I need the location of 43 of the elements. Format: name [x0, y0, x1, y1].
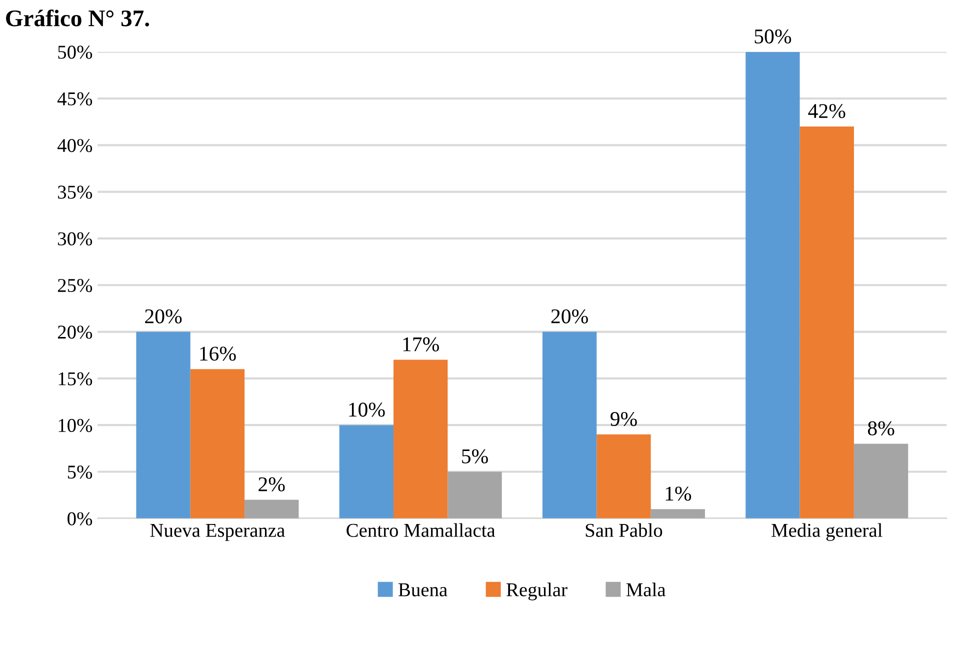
- x-tick-label: Media general: [772, 523, 882, 541]
- bar: [542, 332, 597, 518]
- bar: [746, 52, 800, 518]
- text: 20%: [145, 309, 182, 324]
- bar: [650, 509, 705, 518]
- y-tick-label: 30%: [58, 232, 92, 246]
- chart-title: Gráfico N° 37.: [6, 9, 150, 26]
- text: 2%: [258, 477, 285, 492]
- y-tick-label: 50%: [58, 46, 92, 59]
- y-tick-label: 25%: [58, 278, 92, 292]
- y-tick-label: 5%: [68, 466, 92, 479]
- x-tick-label: Centro Mamallacta: [346, 523, 496, 537]
- text: 20%: [551, 309, 588, 324]
- text: 10%: [349, 402, 385, 417]
- legend-label: Buena: [398, 583, 448, 596]
- y-tick-label: 15%: [58, 372, 92, 386]
- bar: [448, 472, 502, 518]
- text: 5%: [462, 449, 488, 464]
- text: 9%: [610, 412, 637, 426]
- legend-label: Mala: [626, 582, 666, 596]
- x-tick-label: Nueva Esperanza: [150, 524, 285, 541]
- y-tick-label: 40%: [57, 138, 92, 152]
- bar: [339, 425, 394, 518]
- bar: [190, 369, 245, 518]
- text: 50%: [754, 29, 792, 44]
- bar: [244, 500, 299, 518]
- bar: [596, 434, 651, 518]
- y-tick-label: 20%: [58, 326, 92, 339]
- bar: [854, 444, 908, 518]
- text: 8%: [868, 421, 894, 436]
- legend-label: Regular: [506, 582, 568, 600]
- bar: [800, 126, 854, 518]
- y-tick-label: 35%: [58, 186, 92, 199]
- y-tick-label: 10%: [58, 418, 92, 432]
- text: 17%: [403, 337, 439, 352]
- x-tick-label: San Pablo: [586, 523, 662, 537]
- text: 16%: [200, 346, 236, 361]
- bar: [136, 332, 190, 518]
- y-tick-label: 0%: [68, 512, 92, 526]
- y-tick-label: 45%: [57, 92, 92, 106]
- bar: [394, 360, 448, 518]
- text: 1%: [666, 486, 692, 501]
- text: 42%: [808, 104, 846, 118]
